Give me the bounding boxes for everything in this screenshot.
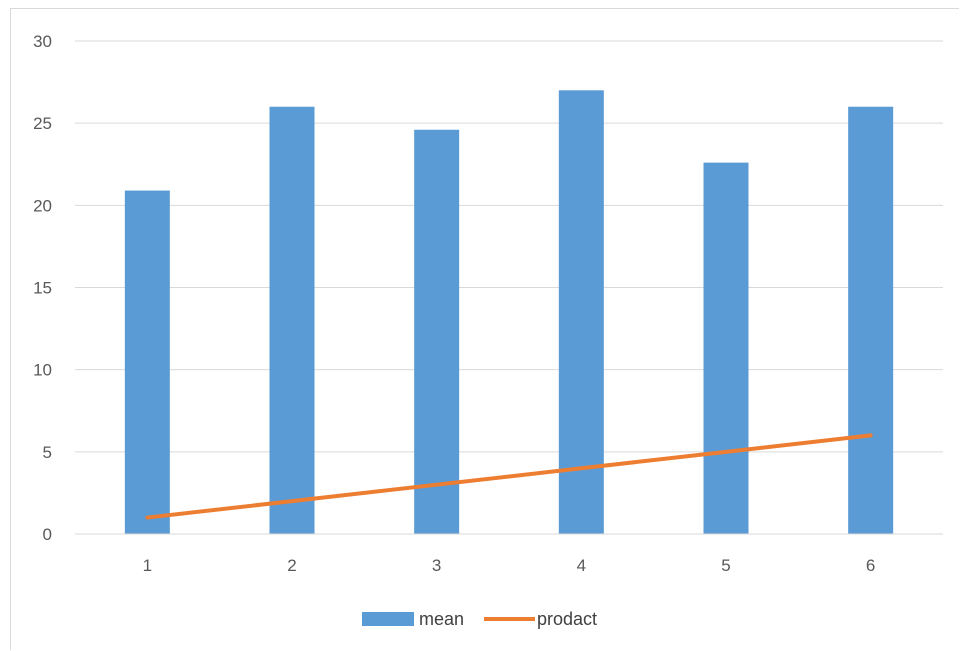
y-tick-label: 10 xyxy=(33,361,52,380)
y-tick-label: 30 xyxy=(33,32,52,51)
y-tick-label: 25 xyxy=(33,114,52,133)
bar xyxy=(414,129,460,535)
x-tick-label: 6 xyxy=(866,556,875,575)
x-tick-label: 4 xyxy=(577,556,586,575)
x-tick-label: 5 xyxy=(721,556,730,575)
y-axis-ticks: 0 5 10 15 20 25 30 xyxy=(33,32,52,544)
bar xyxy=(558,90,604,535)
series-line xyxy=(145,433,873,520)
x-tick-label: 3 xyxy=(432,556,441,575)
x-tick-label: 1 xyxy=(143,556,152,575)
legend-swatch-mean xyxy=(362,612,414,626)
y-tick-label: 5 xyxy=(43,443,52,462)
legend: mean prodact xyxy=(362,609,597,629)
bar-series-mean xyxy=(124,90,894,535)
bar xyxy=(124,190,170,534)
bar xyxy=(703,162,749,534)
bar xyxy=(269,106,315,534)
gridlines xyxy=(75,40,943,453)
x-tick-label: 2 xyxy=(287,556,296,575)
legend-label-prodact: prodact xyxy=(537,609,597,629)
x-axis-ticks: 1 2 3 4 5 6 xyxy=(143,556,876,575)
legend-label-mean: mean xyxy=(419,609,464,629)
bar xyxy=(848,106,894,534)
y-tick-label: 0 xyxy=(43,525,52,544)
line-series-prodact xyxy=(145,433,873,520)
y-tick-label: 20 xyxy=(33,196,52,215)
y-tick-label: 15 xyxy=(33,279,52,298)
